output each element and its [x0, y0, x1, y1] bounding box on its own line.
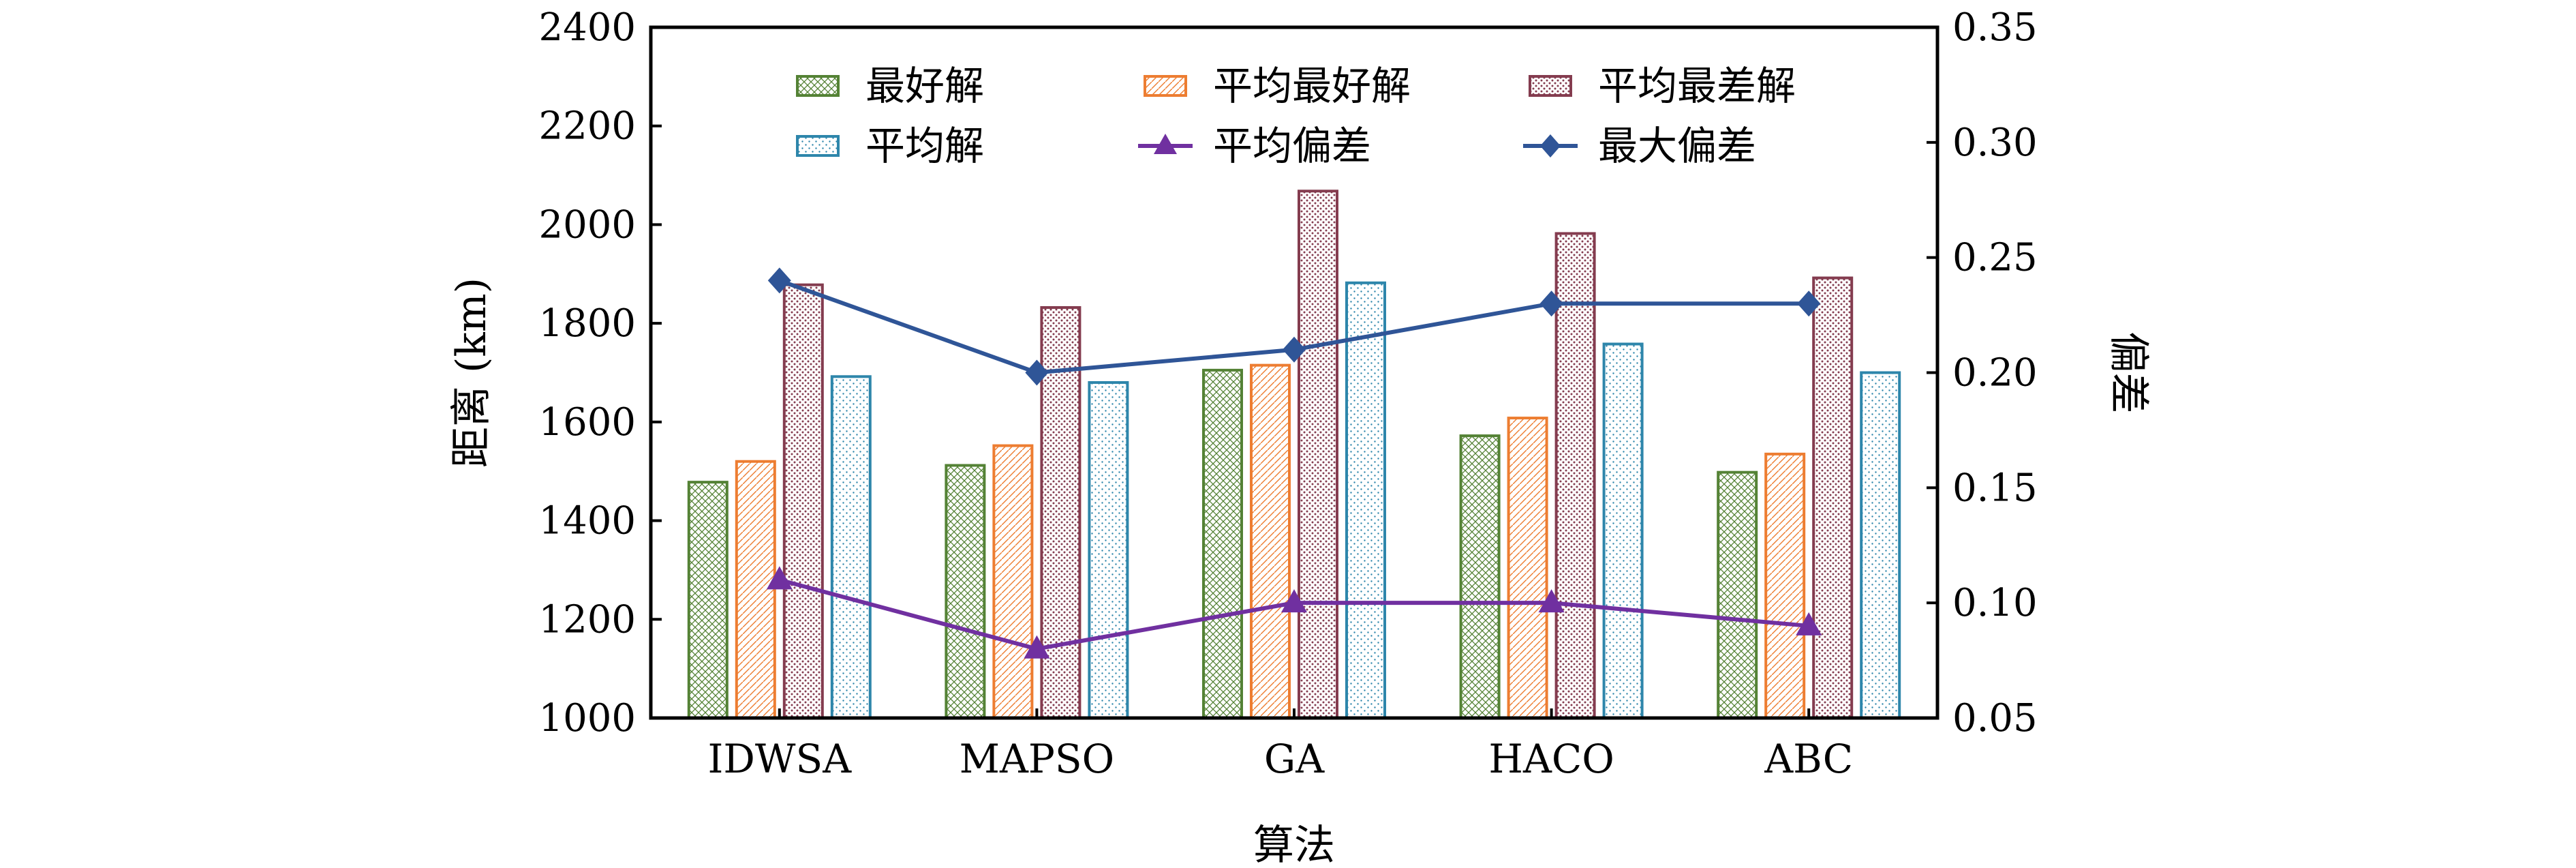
- legend-label: 平均最好解: [1213, 63, 1411, 109]
- y-tick-label: 1200: [538, 597, 636, 642]
- legend-swatch: [1144, 75, 1187, 97]
- y2-tick-label: 0.15: [1952, 466, 2038, 510]
- marker-idwsa-line-2: [767, 267, 791, 294]
- lines-layer: [766, 267, 1822, 659]
- y-tick-label: 2000: [538, 203, 636, 247]
- x-tick-label: MAPSO: [960, 736, 1115, 782]
- x-tick-label: GA: [1264, 736, 1325, 782]
- y2-axis-title: 偏差: [2104, 332, 2152, 414]
- bar-ga-series-3: [1298, 190, 1338, 719]
- bar-abc-series-3: [1812, 276, 1854, 719]
- bar-abc-series-1: [1717, 470, 1758, 719]
- marker-abc-line-2: [1797, 290, 1821, 317]
- bar-haco-series-2: [1507, 417, 1548, 719]
- legend-label: 最好解: [865, 63, 984, 109]
- marker-abc-line-1: [1796, 612, 1822, 635]
- bar-idwsa-series-1: [687, 481, 729, 720]
- legend-label: 平均最差解: [1598, 63, 1796, 109]
- y-axis-title: 距离 (km): [448, 278, 495, 468]
- y2-tick-label: 0.05: [1952, 696, 2038, 740]
- marker-mapso-line-2: [1025, 359, 1049, 386]
- marker-ga-line-2: [1283, 336, 1306, 363]
- bar-mapso-series-1: [945, 464, 986, 719]
- marker-mapso-line-1: [1024, 635, 1050, 659]
- bar-ga-series-2: [1250, 363, 1291, 719]
- bar-ga-series-1: [1202, 368, 1243, 719]
- y2-tick-label: 0.25: [1952, 236, 2038, 280]
- bar-abc-series-4: [1860, 371, 1901, 719]
- legend-swatch: [796, 75, 840, 97]
- y2-tick-label: 0.35: [1952, 5, 2038, 50]
- y-tick-label: 1000: [538, 696, 636, 740]
- y2-tick-label: 0.10: [1952, 581, 2038, 625]
- marker-haco-line-2: [1539, 290, 1563, 317]
- y-tick-label: 1400: [538, 499, 636, 543]
- legend-label: 最大偏差: [1598, 123, 1756, 169]
- marker-ga-line-1: [1281, 589, 1307, 613]
- bar-mapso-series-4: [1088, 380, 1129, 719]
- legend-marker: [1154, 134, 1177, 154]
- x-tick-label: IDWSA: [707, 736, 852, 782]
- bar-haco-series-3: [1554, 232, 1596, 719]
- bar-mapso-series-2: [992, 444, 1034, 719]
- y2-tick-label: 0.20: [1952, 351, 2038, 395]
- legend-swatch: [796, 135, 840, 157]
- x-axis-title: 算法: [1253, 822, 1335, 868]
- y-tick-label: 1600: [538, 400, 636, 445]
- bar-haco-series-1: [1459, 434, 1501, 719]
- bar-idwsa-series-3: [782, 283, 824, 719]
- legend-marker: [1540, 134, 1561, 158]
- bar-ga-series-4: [1345, 281, 1386, 719]
- legend-swatch: [1529, 75, 1572, 97]
- marker-haco-line-1: [1538, 589, 1565, 613]
- legend-label: 平均偏差: [1213, 123, 1371, 169]
- bar-idwsa-series-4: [830, 375, 872, 719]
- legend-label: 平均解: [865, 123, 984, 169]
- x-tick-label: HACO: [1488, 736, 1614, 782]
- y-tick-label: 2200: [538, 104, 636, 149]
- bar-haco-series-4: [1602, 342, 1644, 720]
- bars-layer: [687, 190, 1901, 720]
- bar-abc-series-2: [1764, 452, 1806, 719]
- ticks-layer: 1000 1200 1400 1600 1800 2000 2200 2400 0.05 0.10…: [538, 5, 2037, 782]
- x-tick-label: ABC: [1764, 736, 1853, 782]
- bar-idwsa-series-2: [735, 460, 776, 719]
- y-tick-label: 2400: [538, 5, 636, 50]
- y-tick-label: 1800: [538, 301, 636, 346]
- marker-idwsa-line-1: [766, 566, 793, 590]
- y2-tick-label: 0.30: [1952, 121, 2038, 165]
